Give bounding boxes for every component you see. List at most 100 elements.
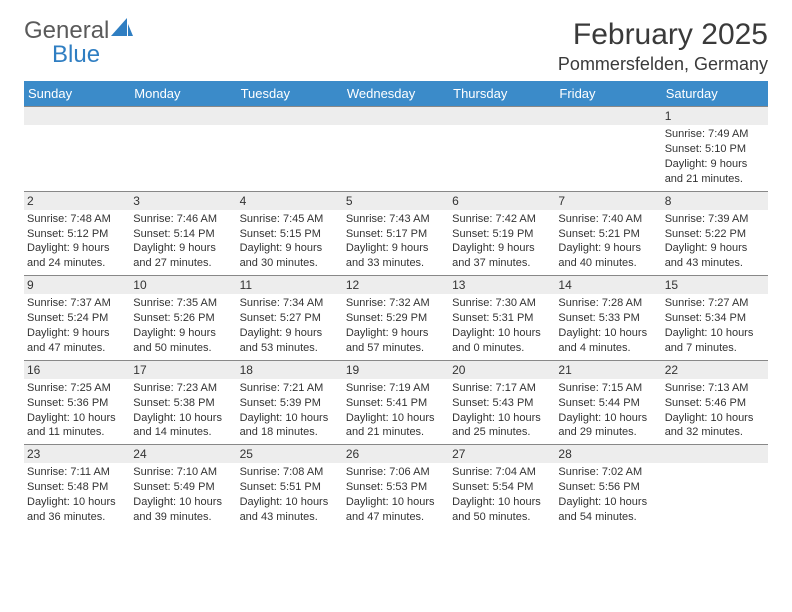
daylight-line: Daylight: 10 hours and 4 minutes.: [558, 326, 658, 356]
day-info-cell: Sunrise: 7:43 AMSunset: 5:17 PMDaylight:…: [343, 210, 449, 276]
daynum-row: 16171819202122: [24, 360, 768, 379]
day-info-cell: Sunrise: 7:34 AMSunset: 5:27 PMDaylight:…: [237, 294, 343, 360]
sunrise-line: Sunrise: 7:46 AM: [133, 212, 233, 227]
daylight-line: Daylight: 10 hours and 43 minutes.: [240, 495, 340, 525]
day-info-cell: Sunrise: 7:48 AMSunset: 5:12 PMDaylight:…: [24, 210, 130, 276]
sunrise-line: Sunrise: 7:37 AM: [27, 296, 127, 311]
day-info-cell: [343, 125, 449, 191]
weekday-header-cell: Saturday: [662, 81, 768, 107]
day-info-cell: [24, 125, 130, 191]
day-info-cell: Sunrise: 7:17 AMSunset: 5:43 PMDaylight:…: [449, 379, 555, 445]
day-number-cell: 17: [130, 360, 236, 379]
day-info-cell: Sunrise: 7:25 AMSunset: 5:36 PMDaylight:…: [24, 379, 130, 445]
daylight-line: Daylight: 10 hours and 14 minutes.: [133, 411, 233, 441]
day-number-cell: 24: [130, 445, 236, 464]
sunset-line: Sunset: 5:36 PM: [27, 396, 127, 411]
sunrise-line: Sunrise: 7:02 AM: [558, 465, 658, 480]
weekday-header-cell: Monday: [130, 81, 236, 107]
day-number-cell: 27: [449, 445, 555, 464]
daylight-line: Daylight: 9 hours and 24 minutes.: [27, 241, 127, 271]
day-number-cell: 12: [343, 276, 449, 295]
sunrise-line: Sunrise: 7:30 AM: [452, 296, 552, 311]
sunrise-line: Sunrise: 7:04 AM: [452, 465, 552, 480]
day-info-cell: Sunrise: 7:39 AMSunset: 5:22 PMDaylight:…: [662, 210, 768, 276]
day-number-cell: [237, 107, 343, 126]
sunrise-line: Sunrise: 7:32 AM: [346, 296, 446, 311]
day-info-cell: Sunrise: 7:02 AMSunset: 5:56 PMDaylight:…: [555, 463, 661, 528]
daylight-line: Daylight: 10 hours and 7 minutes.: [665, 326, 765, 356]
info-row: Sunrise: 7:25 AMSunset: 5:36 PMDaylight:…: [24, 379, 768, 445]
day-info-cell: Sunrise: 7:35 AMSunset: 5:26 PMDaylight:…: [130, 294, 236, 360]
day-info-cell: [555, 125, 661, 191]
day-number-cell: 23: [24, 445, 130, 464]
daylight-line: Daylight: 9 hours and 50 minutes.: [133, 326, 233, 356]
day-number-cell: 21: [555, 360, 661, 379]
sunset-line: Sunset: 5:26 PM: [133, 311, 233, 326]
day-number-cell: 9: [24, 276, 130, 295]
daylight-line: Daylight: 10 hours and 47 minutes.: [346, 495, 446, 525]
day-info-cell: Sunrise: 7:08 AMSunset: 5:51 PMDaylight:…: [237, 463, 343, 528]
weekday-header-cell: Sunday: [24, 81, 130, 107]
day-number-cell: 20: [449, 360, 555, 379]
daylight-line: Daylight: 9 hours and 37 minutes.: [452, 241, 552, 271]
sunset-line: Sunset: 5:31 PM: [452, 311, 552, 326]
sunset-line: Sunset: 5:54 PM: [452, 480, 552, 495]
daylight-line: Daylight: 9 hours and 47 minutes.: [27, 326, 127, 356]
weekday-header-cell: Wednesday: [343, 81, 449, 107]
sunrise-line: Sunrise: 7:42 AM: [452, 212, 552, 227]
daylight-line: Daylight: 10 hours and 29 minutes.: [558, 411, 658, 441]
info-row: Sunrise: 7:49 AMSunset: 5:10 PMDaylight:…: [24, 125, 768, 191]
day-info-cell: [237, 125, 343, 191]
day-info-cell: Sunrise: 7:11 AMSunset: 5:48 PMDaylight:…: [24, 463, 130, 528]
info-row: Sunrise: 7:48 AMSunset: 5:12 PMDaylight:…: [24, 210, 768, 276]
daylight-line: Daylight: 10 hours and 32 minutes.: [665, 411, 765, 441]
daylight-line: Daylight: 9 hours and 53 minutes.: [240, 326, 340, 356]
logo-word1: General: [24, 17, 109, 44]
day-info-cell: [130, 125, 236, 191]
sunrise-line: Sunrise: 7:08 AM: [240, 465, 340, 480]
sunrise-line: Sunrise: 7:48 AM: [27, 212, 127, 227]
day-number-cell: 25: [237, 445, 343, 464]
sunset-line: Sunset: 5:24 PM: [27, 311, 127, 326]
sunset-line: Sunset: 5:46 PM: [665, 396, 765, 411]
day-number-cell: 2: [24, 191, 130, 210]
day-info-cell: Sunrise: 7:15 AMSunset: 5:44 PMDaylight:…: [555, 379, 661, 445]
daynum-row: 2345678: [24, 191, 768, 210]
sunset-line: Sunset: 5:19 PM: [452, 227, 552, 242]
day-info-cell: Sunrise: 7:19 AMSunset: 5:41 PMDaylight:…: [343, 379, 449, 445]
sunset-line: Sunset: 5:21 PM: [558, 227, 658, 242]
day-info-cell: Sunrise: 7:46 AMSunset: 5:14 PMDaylight:…: [130, 210, 236, 276]
day-number-cell: 26: [343, 445, 449, 464]
day-number-cell: [555, 107, 661, 126]
day-number-cell: 22: [662, 360, 768, 379]
day-number-cell: 5: [343, 191, 449, 210]
day-number-cell: 14: [555, 276, 661, 295]
sunset-line: Sunset: 5:38 PM: [133, 396, 233, 411]
day-info-cell: Sunrise: 7:37 AMSunset: 5:24 PMDaylight:…: [24, 294, 130, 360]
weekday-header-cell: Tuesday: [237, 81, 343, 107]
sunrise-line: Sunrise: 7:13 AM: [665, 381, 765, 396]
daylight-line: Daylight: 9 hours and 33 minutes.: [346, 241, 446, 271]
sunrise-line: Sunrise: 7:39 AM: [665, 212, 765, 227]
sunrise-line: Sunrise: 7:17 AM: [452, 381, 552, 396]
sunrise-line: Sunrise: 7:45 AM: [240, 212, 340, 227]
day-number-cell: 18: [237, 360, 343, 379]
sunrise-line: Sunrise: 7:35 AM: [133, 296, 233, 311]
sunrise-line: Sunrise: 7:19 AM: [346, 381, 446, 396]
day-number-cell: 11: [237, 276, 343, 295]
sunset-line: Sunset: 5:41 PM: [346, 396, 446, 411]
day-info-cell: Sunrise: 7:27 AMSunset: 5:34 PMDaylight:…: [662, 294, 768, 360]
day-number-cell: [662, 445, 768, 464]
sunrise-line: Sunrise: 7:06 AM: [346, 465, 446, 480]
sunset-line: Sunset: 5:49 PM: [133, 480, 233, 495]
daylight-line: Daylight: 10 hours and 36 minutes.: [27, 495, 127, 525]
sunrise-line: Sunrise: 7:43 AM: [346, 212, 446, 227]
sunrise-line: Sunrise: 7:49 AM: [665, 127, 765, 142]
daynum-row: 9101112131415: [24, 276, 768, 295]
day-number-cell: 3: [130, 191, 236, 210]
daynum-row: 1: [24, 107, 768, 126]
sunrise-line: Sunrise: 7:11 AM: [27, 465, 127, 480]
logo: General Blue: [24, 18, 133, 67]
sunrise-line: Sunrise: 7:23 AM: [133, 381, 233, 396]
day-info-cell: Sunrise: 7:45 AMSunset: 5:15 PMDaylight:…: [237, 210, 343, 276]
